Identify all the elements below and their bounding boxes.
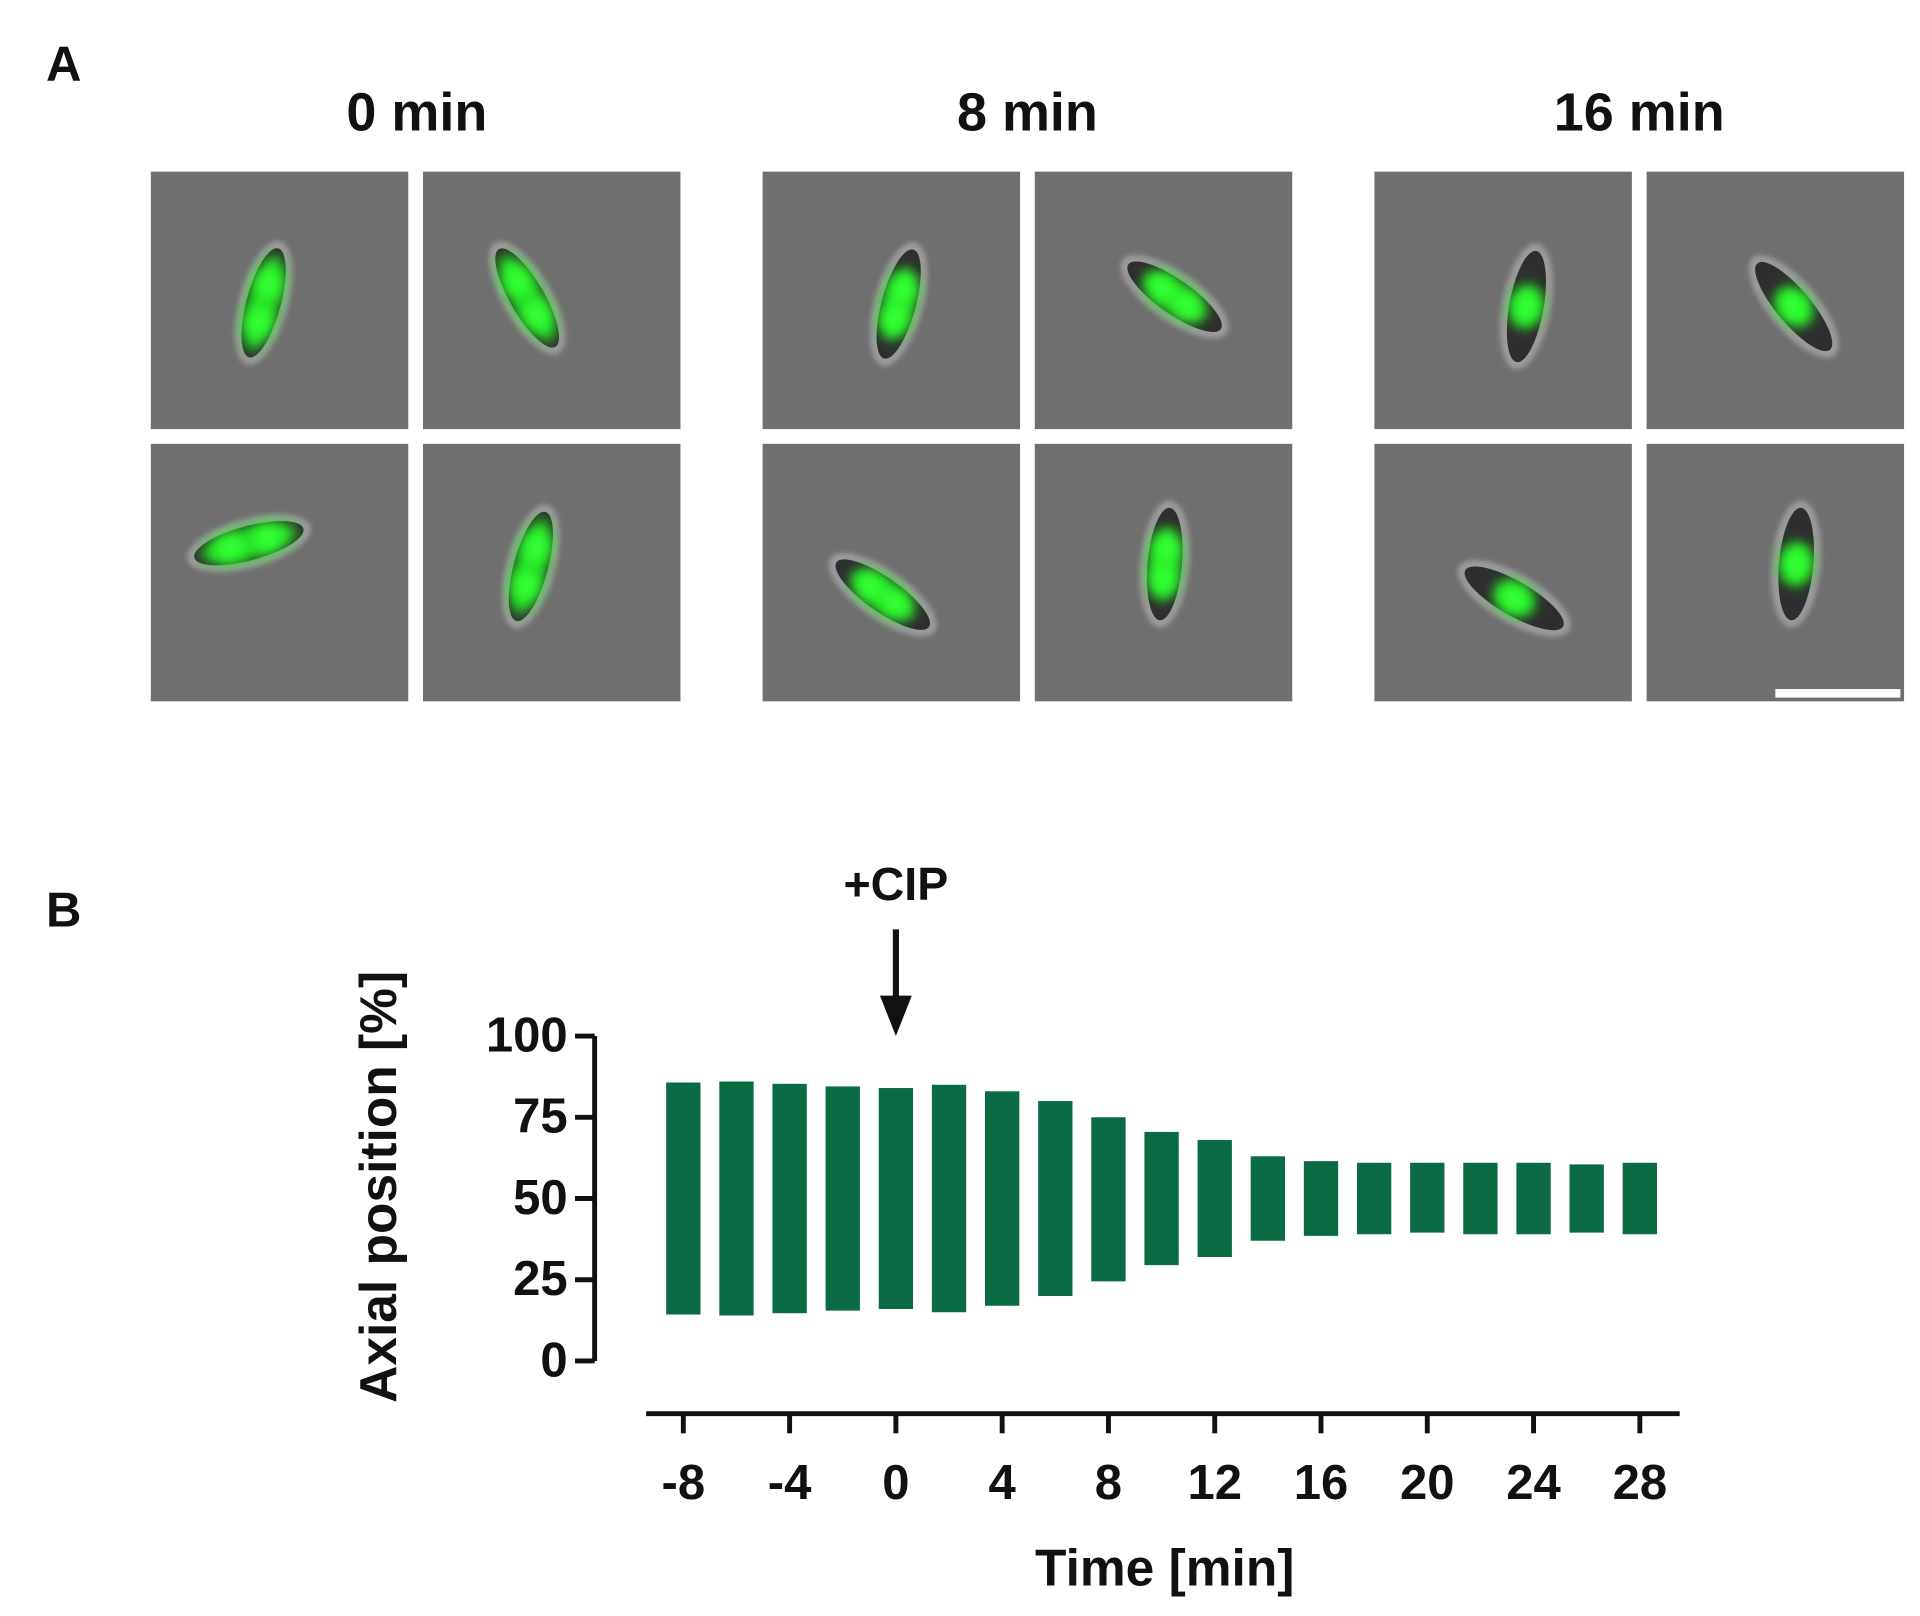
y-tick-label: 100: [486, 1008, 568, 1062]
cell: [186, 514, 311, 573]
x-tick-label: 16: [1294, 1456, 1349, 1510]
cell: [488, 241, 566, 355]
timepoint-title: 0 min: [346, 83, 487, 143]
scale-bar: [1775, 689, 1901, 698]
y-axis-label: Axial position [%]: [349, 971, 407, 1403]
cell: [502, 504, 560, 629]
y-tick-label: 50: [513, 1171, 568, 1225]
bar: [825, 1086, 860, 1311]
nucleoid: [522, 299, 552, 331]
x-tick-label: 28: [1613, 1456, 1668, 1510]
x-tick-label: -4: [768, 1456, 812, 1510]
bar: [1410, 1162, 1445, 1233]
cell: [1120, 254, 1229, 339]
cell: [1457, 560, 1571, 637]
nucleoid: [1171, 290, 1202, 320]
bar: [1516, 1162, 1551, 1235]
bar: [1091, 1117, 1126, 1282]
bar: [1197, 1140, 1232, 1257]
timepoint-title: 16 min: [1554, 83, 1725, 143]
nucleoid: [1498, 584, 1530, 613]
y-tick-label: 0: [540, 1333, 567, 1387]
micrographs: [150, 171, 1905, 702]
nucleoid: [1147, 273, 1178, 303]
cell: [1139, 500, 1190, 628]
nucleoid: [879, 588, 910, 618]
bar: [772, 1083, 807, 1314]
bar: [1622, 1162, 1658, 1235]
bar: [1463, 1162, 1498, 1235]
nucleoid: [1152, 533, 1180, 566]
x-tick-label: 0: [882, 1456, 909, 1510]
x-axis-label: Time [min]: [1035, 1538, 1294, 1596]
bar: [666, 1082, 701, 1315]
annotation: +CIP: [843, 858, 948, 910]
bar: [1250, 1156, 1286, 1241]
x-tick-label: 8: [1095, 1456, 1122, 1510]
bar: [1303, 1161, 1339, 1236]
bar: [985, 1091, 1020, 1306]
micrograph-tile: [150, 443, 409, 702]
y-tick-label: 25: [513, 1252, 568, 1306]
nucleoid: [1782, 548, 1810, 580]
x-tick-label: 12: [1187, 1456, 1242, 1510]
nucleoid: [888, 274, 917, 306]
nucleoid: [1779, 291, 1809, 322]
bar: [1569, 1164, 1604, 1233]
x-tick-label: 4: [989, 1456, 1016, 1510]
bar: [878, 1088, 914, 1309]
nucleoid: [244, 306, 273, 338]
nucleoid: [1512, 290, 1541, 323]
nucleoid: [855, 571, 886, 601]
nucleoid: [255, 268, 283, 300]
nucleoid: [522, 531, 550, 564]
bar: [1356, 1162, 1392, 1235]
panel-label: A: [46, 37, 81, 91]
nucleoid: [881, 302, 909, 335]
bar: [1144, 1131, 1179, 1266]
annotation-arrowhead: [879, 995, 912, 1037]
timepoint-title: 8 min: [957, 83, 1098, 143]
bar: [1038, 1101, 1073, 1296]
nucleoid: [252, 524, 284, 552]
x-tick-label: -8: [662, 1456, 706, 1510]
cell: [1748, 255, 1839, 358]
nucleoid: [1149, 562, 1177, 595]
bar: [931, 1084, 967, 1313]
cell: [869, 242, 928, 366]
panel-label: B: [46, 883, 81, 937]
x-tick-label: 20: [1400, 1456, 1455, 1510]
y-tick-label: 75: [513, 1090, 568, 1144]
cell: [828, 552, 937, 637]
nucleoid: [214, 534, 246, 562]
nucleoid: [512, 569, 540, 602]
cell: [1771, 500, 1822, 628]
nucleoid: [503, 265, 532, 297]
cell: [234, 240, 293, 365]
bar: [719, 1081, 754, 1316]
x-tick-label: 24: [1506, 1456, 1561, 1510]
cell: [1499, 243, 1554, 370]
